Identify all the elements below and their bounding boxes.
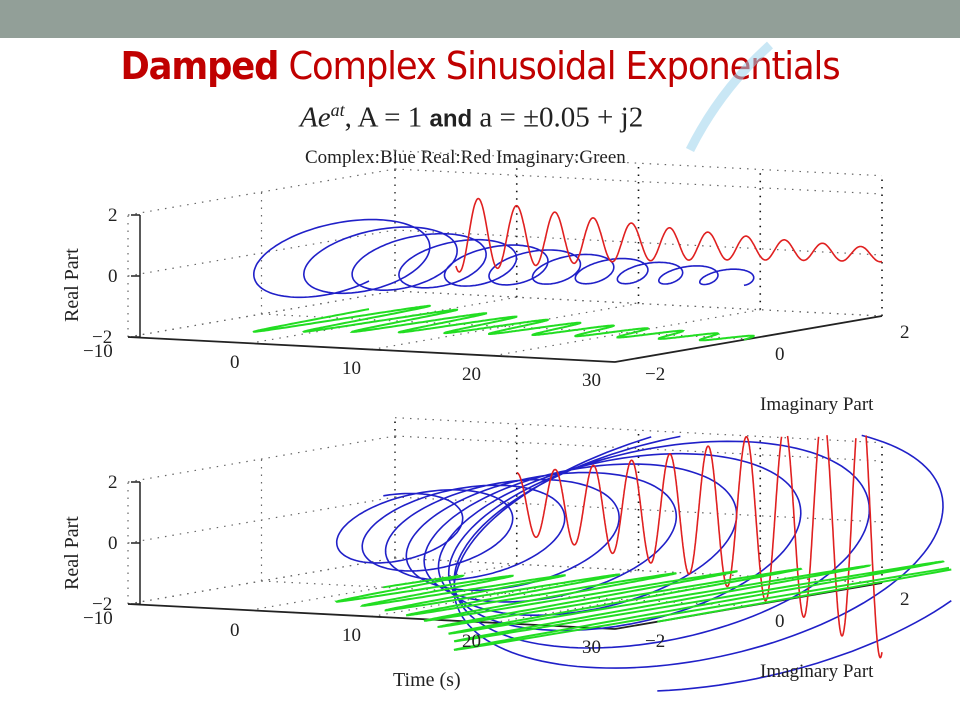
series-imaginary-line: [334, 560, 952, 651]
tick-imag-m2-upper: −2: [645, 364, 665, 385]
formula: Aeat, A = 1 and a = ±0.05 + j2: [300, 100, 643, 135]
tick-imag-m2-lower: −2: [645, 631, 665, 652]
grid-left-horizontal: [127, 229, 396, 277]
tick-time-30-lower: 30: [582, 637, 601, 658]
grid-back-horizontal: [394, 168, 883, 195]
tick-imag-2-upper: 2: [900, 322, 910, 343]
formula-post: a = ±0.05 + j2: [472, 101, 644, 134]
tick-time-0-lower: 0: [230, 620, 240, 641]
tick-time-m10-lower: −10: [83, 608, 113, 629]
tick-real-m2-lower: −2: [92, 594, 112, 615]
tick-imag-2-lower: 2: [900, 589, 910, 610]
title-bold-word: Damped: [120, 44, 279, 88]
formula-pre: Ae: [300, 101, 331, 134]
tick-time-m10-upper: −10: [83, 341, 113, 362]
tick-real-0-upper: 0: [108, 266, 118, 287]
grid-left-horizontal: [127, 435, 396, 483]
time-axis-line: [127, 336, 616, 363]
tick-imag-0-upper: 0: [775, 344, 785, 365]
tick-time-10-lower: 10: [342, 625, 361, 646]
watermark-arc: [685, 41, 774, 153]
plot-decaying: [127, 150, 883, 363]
formula-and: and: [429, 105, 473, 133]
grid-floor-imag: [394, 290, 883, 317]
tick-time-20-lower: 20: [462, 631, 481, 652]
tick-time-0-upper: 0: [230, 352, 240, 373]
grid-back-top: [394, 150, 883, 177]
tick-real-m2-upper: −2: [92, 327, 112, 348]
grid-back-horizontal: [394, 229, 883, 256]
tick-real-2-lower: 2: [108, 472, 118, 493]
slide-header-bar: [0, 0, 960, 38]
xlabel-lower: Time (s): [393, 669, 461, 691]
plot-growing: [127, 417, 952, 692]
time-axis-line: [127, 603, 616, 630]
zlabel-upper: Imaginary Part: [760, 394, 874, 415]
zlabel-lower: Imaginary Part: [760, 661, 874, 682]
tick-real-0-lower: 0: [108, 533, 118, 554]
tick-time-30-upper: 30: [582, 370, 601, 391]
ylabel-lower: Real Part: [61, 516, 83, 590]
ylabel-upper: Real Part: [61, 248, 83, 322]
formula-mid: , A = 1: [344, 101, 430, 134]
tick-imag-0-lower: 0: [775, 611, 785, 632]
tick-time-10-upper: 10: [342, 358, 361, 379]
series-complex-line: [252, 218, 755, 299]
series-real-line: [516, 435, 883, 659]
grid-floor-time: [249, 563, 517, 611]
grid-back-horizontal: [394, 435, 883, 462]
formula-sup: at: [330, 100, 345, 120]
series-real-line: [455, 197, 883, 273]
grid-floor-time: [493, 309, 761, 357]
grid-left-horizontal: [127, 168, 396, 216]
series-complex-line: [335, 434, 952, 692]
chart-legend: Complex:Blue Real:Red Imaginary:Green: [305, 147, 626, 168]
series-imaginary-line: [252, 304, 755, 342]
grid-left-horizontal: [127, 496, 396, 544]
grid-floor-time: [371, 302, 639, 351]
tick-time-20-upper: 20: [462, 364, 481, 385]
tick-real-2-upper: 2: [108, 205, 118, 226]
grid-back-top: [394, 417, 883, 444]
